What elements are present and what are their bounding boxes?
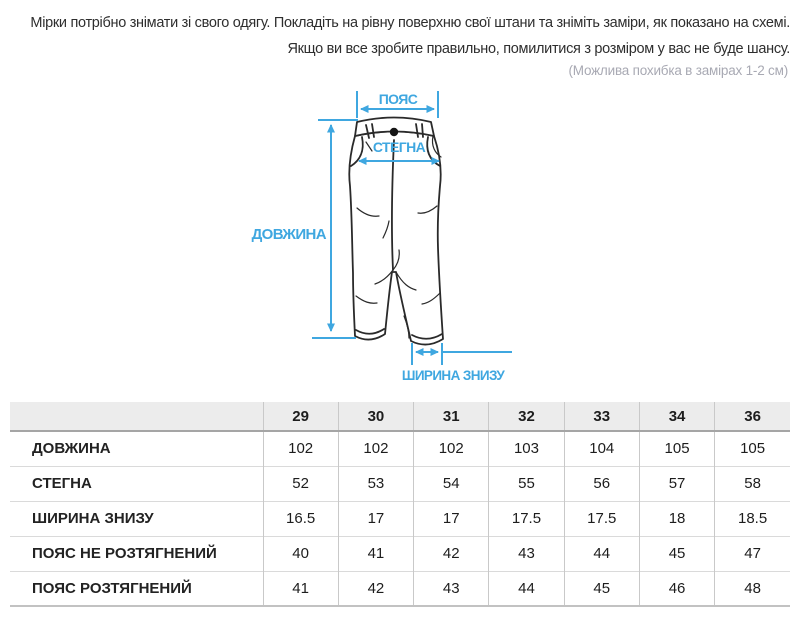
waist-label: ПОЯС — [379, 91, 418, 107]
measurement-row-label: ПОЯС НЕ РОЗТЯГНЕНИЙ — [32, 545, 217, 562]
size-value-cell: 56 — [563, 466, 640, 501]
size-value-cell: 18.5 — [714, 501, 790, 536]
size-table-row: ПОЯС РОЗТЯГНЕНИЙ 41 42 43 44 45 46 48 — [10, 571, 790, 606]
intro-line-1: Мірки потрібно знімати зі свого одягу. П… — [30, 15, 790, 31]
length-label: ДОВЖИНА — [252, 226, 327, 243]
size-value-cell: 42 — [337, 571, 414, 606]
size-table-row: ПОЯС НЕ РОЗТЯГНЕНИЙ 40 41 42 43 44 45 47 — [10, 536, 790, 571]
intro-line-2: Якщо ви все зробите правильно, помилитис… — [287, 41, 790, 57]
size-table-corner-cell — [10, 402, 263, 431]
size-column-header: 30 — [337, 402, 414, 431]
size-value-cell: 44 — [563, 536, 640, 571]
size-value-cell: 102 — [337, 431, 414, 466]
size-value-cell: 43 — [488, 536, 565, 571]
tolerance-note: (Можлива похибка в замірах 1-2 см) — [568, 63, 788, 78]
size-value-cell: 46 — [638, 571, 715, 606]
size-table-row: СТЕГНА 52 53 54 55 56 57 58 — [10, 466, 790, 501]
size-value-cell: 17 — [413, 501, 489, 536]
size-table-header-row: 29 30 31 32 33 34 36 — [10, 402, 790, 431]
size-value-cell: 45 — [638, 536, 715, 571]
measurement-row-label: ДОВЖИНА — [32, 440, 111, 458]
size-value-cell: 103 — [488, 431, 565, 466]
size-table-section: 29 30 31 32 33 34 36 ДОВЖИНА 102 102 102 103 104 105… — [10, 402, 790, 607]
size-column-header: 32 — [488, 402, 565, 431]
size-value-cell: 41 — [262, 571, 339, 606]
size-value-cell: 17.5 — [488, 501, 565, 536]
size-value-cell: 43 — [413, 571, 489, 606]
size-value-cell: 17 — [337, 501, 414, 536]
size-table-header: 29 30 31 32 33 34 36 — [10, 402, 790, 431]
measurement-row-label: ШИРИНА ЗНИЗУ — [32, 510, 154, 527]
size-column-header: 33 — [563, 402, 640, 431]
size-value-cell: 44 — [488, 571, 565, 606]
jeans-measurement-diagram: ПОЯС СТЕГНА ДОВЖИНА ШИРИНА ЗНИЗУ — [252, 91, 512, 383]
size-value-cell: 16.5 — [262, 501, 339, 536]
size-value-cell: 104 — [563, 431, 640, 466]
size-value-cell: 18 — [638, 501, 715, 536]
size-column-header: 29 — [262, 402, 339, 431]
size-table-body: ДОВЖИНА 102 102 102 103 104 105 105 СТЕГНА 52 53 54… — [10, 431, 790, 606]
size-value-cell: 41 — [337, 536, 414, 571]
size-table-row: ШИРИНА ЗНИЗУ 16.5 17 17 17.5 17.5 18 18.5 — [10, 501, 790, 536]
hips-label: СТЕГНА — [373, 139, 426, 155]
size-value-cell: 42 — [413, 536, 489, 571]
size-column-header: 31 — [413, 402, 489, 431]
intro-text: Мірки потрібно знімати зі свого одягу. П… — [0, 10, 790, 62]
size-value-cell: 47 — [714, 536, 790, 571]
size-value-cell: 45 — [563, 571, 640, 606]
size-value-cell: 40 — [262, 536, 339, 571]
size-value-cell: 52 — [262, 466, 339, 501]
jeans-drawing — [348, 116, 444, 346]
size-column-header: 34 — [638, 402, 715, 431]
size-column-header: 36 — [714, 402, 790, 431]
size-value-cell: 58 — [714, 466, 790, 501]
size-table: 29 30 31 32 33 34 36 ДОВЖИНА 102 102 102 103 104 105… — [10, 402, 790, 607]
bottom-width-label: ШИРИНА ЗНИЗУ — [402, 368, 505, 383]
size-value-cell: 53 — [337, 466, 414, 501]
size-value-cell: 102 — [413, 431, 489, 466]
jeans-button — [389, 127, 399, 137]
size-value-cell: 57 — [638, 466, 715, 501]
size-value-cell: 17.5 — [563, 501, 640, 536]
size-value-cell: 48 — [714, 571, 790, 606]
measurement-row-label: СТЕГНА — [32, 475, 92, 492]
size-value-cell: 102 — [262, 431, 339, 466]
size-value-cell: 105 — [714, 431, 790, 466]
measurement-row-label: ПОЯС РОЗТЯГНЕНИЙ — [32, 579, 192, 597]
size-value-cell: 105 — [638, 431, 715, 466]
measurement-annotations: ПОЯС СТЕГНА ДОВЖИНА ШИРИНА ЗНИЗУ — [252, 91, 512, 383]
size-value-cell: 54 — [413, 466, 489, 501]
size-value-cell: 55 — [488, 466, 565, 501]
size-table-row: ДОВЖИНА 102 102 102 103 104 105 105 — [10, 431, 790, 466]
